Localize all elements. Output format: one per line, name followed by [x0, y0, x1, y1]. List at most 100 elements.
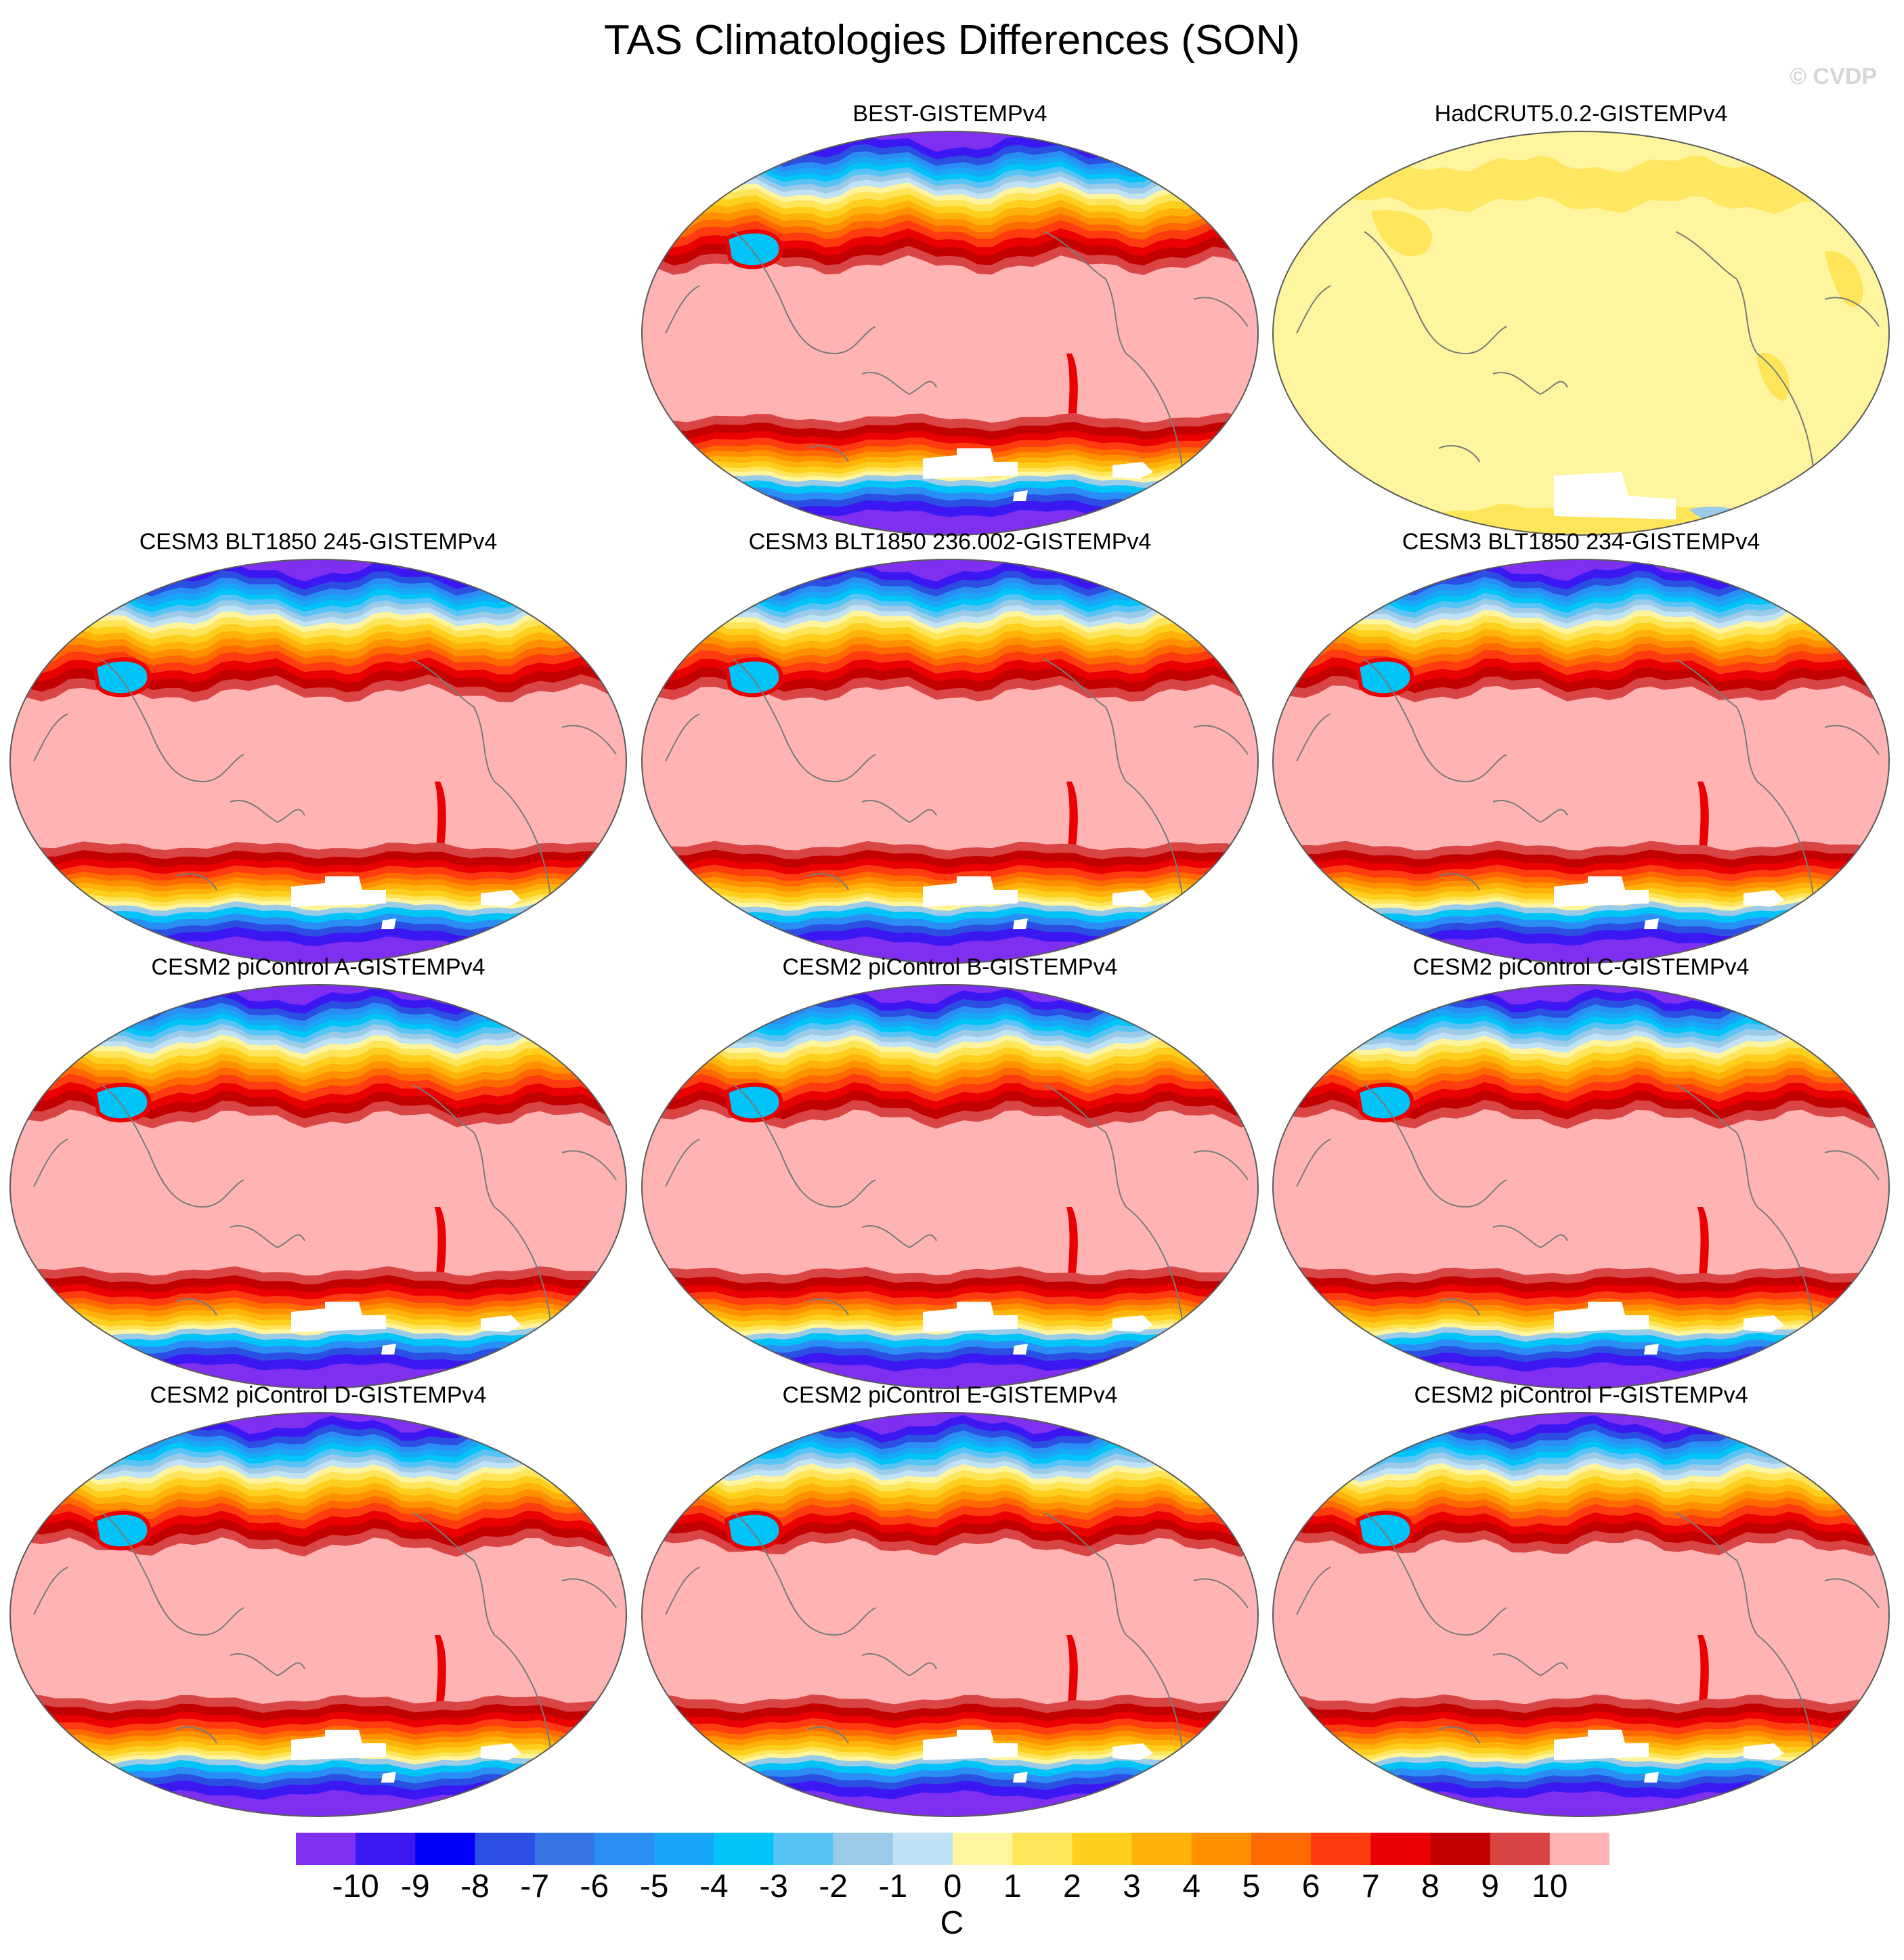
- colorbar-tick-label: 6: [1301, 1869, 1320, 1904]
- coastline: [175, 1298, 217, 1316]
- colorbar-tick-label: 8: [1421, 1869, 1440, 1904]
- map-outline: [641, 1412, 1259, 1817]
- missing-data-mask: [1013, 1344, 1028, 1355]
- coastline: [1438, 1726, 1480, 1744]
- missing-data-mask: [1112, 462, 1153, 479]
- map-panel: HadCRUT5.0.2-GISTEMPv4: [1270, 100, 1892, 547]
- coastline: [230, 1653, 305, 1677]
- field-contour: [1371, 210, 1433, 257]
- colorbar-swatch: [1549, 1833, 1609, 1865]
- coastline: [1296, 1138, 1331, 1187]
- colorbar-swatch: [1430, 1833, 1491, 1865]
- field-contour: [724, 657, 783, 698]
- map-outline: [1272, 131, 1890, 536]
- coastline: [1492, 372, 1568, 396]
- colorbar-swatch: [1191, 1833, 1252, 1865]
- colorbar: [296, 1833, 1609, 1865]
- coastline: [1193, 1578, 1249, 1609]
- coastline: [1193, 1150, 1249, 1180]
- missing-data-mask: [481, 1743, 521, 1760]
- missing-data-mask: [923, 1302, 1018, 1332]
- coastline: [33, 1138, 68, 1187]
- colorbar-tick-labels: -10 -9 -8 -7 -6 -5 -4 -3 -2 -1 0 1 2 3 4 5 6 7 8 9 10: [0, 1868, 1904, 1909]
- coastline: [101, 1512, 244, 1636]
- missing-data-mask: [1554, 1302, 1649, 1332]
- coastline: [1824, 1578, 1880, 1609]
- colorbar-swatch: [1072, 1833, 1133, 1865]
- colorbar-tick-label: 2: [1063, 1869, 1081, 1904]
- map-outline: [641, 984, 1259, 1389]
- missing-data-mask: [1784, 489, 1835, 509]
- field-contour: [1273, 1790, 1889, 1816]
- colorbar-swatch: [654, 1833, 714, 1865]
- colorbar-swatch: [773, 1833, 834, 1865]
- coastline: [1044, 1512, 1127, 1636]
- colorbar-tick-label: 10: [1532, 1869, 1568, 1904]
- colorbar-swatch: [1012, 1833, 1073, 1865]
- map-outline: [1272, 984, 1890, 1389]
- missing-data-mask: [1013, 1772, 1028, 1783]
- colorbar-swatch: [1370, 1833, 1431, 1865]
- field-contour: [1757, 352, 1790, 401]
- coastline: [230, 800, 305, 824]
- map-outline: [9, 559, 628, 964]
- coastline: [1044, 1084, 1127, 1208]
- coastline: [561, 725, 617, 755]
- panel-title: CESM3 BLT1850 245-GISTEMPv4: [139, 529, 498, 555]
- colorbar-tick-label: -9: [401, 1869, 430, 1904]
- panel-map: [641, 1412, 1259, 1817]
- coastline: [733, 231, 876, 355]
- map-panel: CESM2 piControl C-GISTEMPv4: [1270, 954, 1892, 1401]
- coastline: [665, 713, 700, 762]
- field-contour: [92, 1082, 152, 1123]
- coastline: [1296, 713, 1331, 762]
- map-outline: [641, 559, 1259, 964]
- panel-map: [1272, 559, 1890, 964]
- field-contour: [1273, 155, 1889, 214]
- missing-data-mask: [291, 1730, 386, 1760]
- coastline: [561, 1150, 617, 1180]
- missing-data-mask: [1744, 1743, 1784, 1760]
- panel-title: CESM3 BLT1850 236.002-GISTEMPv4: [748, 529, 1152, 555]
- missing-data-mask: [381, 1344, 396, 1355]
- coastline: [1364, 659, 1507, 783]
- missing-data-mask: [481, 1315, 521, 1332]
- coastline: [412, 1512, 495, 1636]
- coastline: [101, 1084, 244, 1208]
- panel-title: BEST-GISTEMPv4: [852, 101, 1047, 127]
- field-contour: [724, 1510, 783, 1551]
- figure-title: TAS Climatologies Differences (SON): [604, 17, 1300, 64]
- missing-data-mask: [381, 918, 396, 929]
- field-contour: [642, 1790, 1258, 1816]
- missing-data-mask: [1744, 890, 1784, 907]
- missing-data-mask: [1644, 1344, 1659, 1355]
- panel-map: [9, 984, 628, 1389]
- panel-title: CESM2 piControl C-GISTEMPv4: [1412, 954, 1750, 980]
- panel-map: [1272, 131, 1890, 536]
- missing-data-mask: [1554, 1730, 1649, 1760]
- missing-data-mask: [1644, 918, 1659, 929]
- colorbar-units: C: [940, 1905, 964, 1941]
- coastline: [807, 1726, 849, 1744]
- map-panel: CESM2 piControl E-GISTEMPv4: [639, 1382, 1261, 1829]
- colorbar-tick-label: 0: [943, 1869, 962, 1904]
- coastline: [1438, 873, 1480, 891]
- coastline: [412, 659, 495, 782]
- panel-map: [9, 1412, 628, 1817]
- coastline: [175, 873, 217, 891]
- coastline: [733, 1512, 876, 1636]
- map-panel: CESM2 piControl F-GISTEMPv4: [1270, 1382, 1892, 1829]
- colorbar-swatch: [833, 1833, 894, 1865]
- colorbar-swatch: [415, 1833, 476, 1865]
- colorbar-swatch: [475, 1833, 536, 1865]
- colorbar-tick-label: -10: [332, 1869, 379, 1904]
- coastline: [1492, 800, 1568, 824]
- colorbar-tick-label: 7: [1361, 1869, 1380, 1904]
- field-contour: [1825, 251, 1863, 307]
- coastline: [561, 1578, 617, 1609]
- colorbar-swatch: [953, 1833, 1013, 1865]
- colorbar-swatch: [1131, 1833, 1192, 1865]
- coastline: [1364, 1512, 1507, 1636]
- colorbar-tick-label: 5: [1242, 1869, 1261, 1904]
- missing-data-mask: [1644, 1772, 1659, 1783]
